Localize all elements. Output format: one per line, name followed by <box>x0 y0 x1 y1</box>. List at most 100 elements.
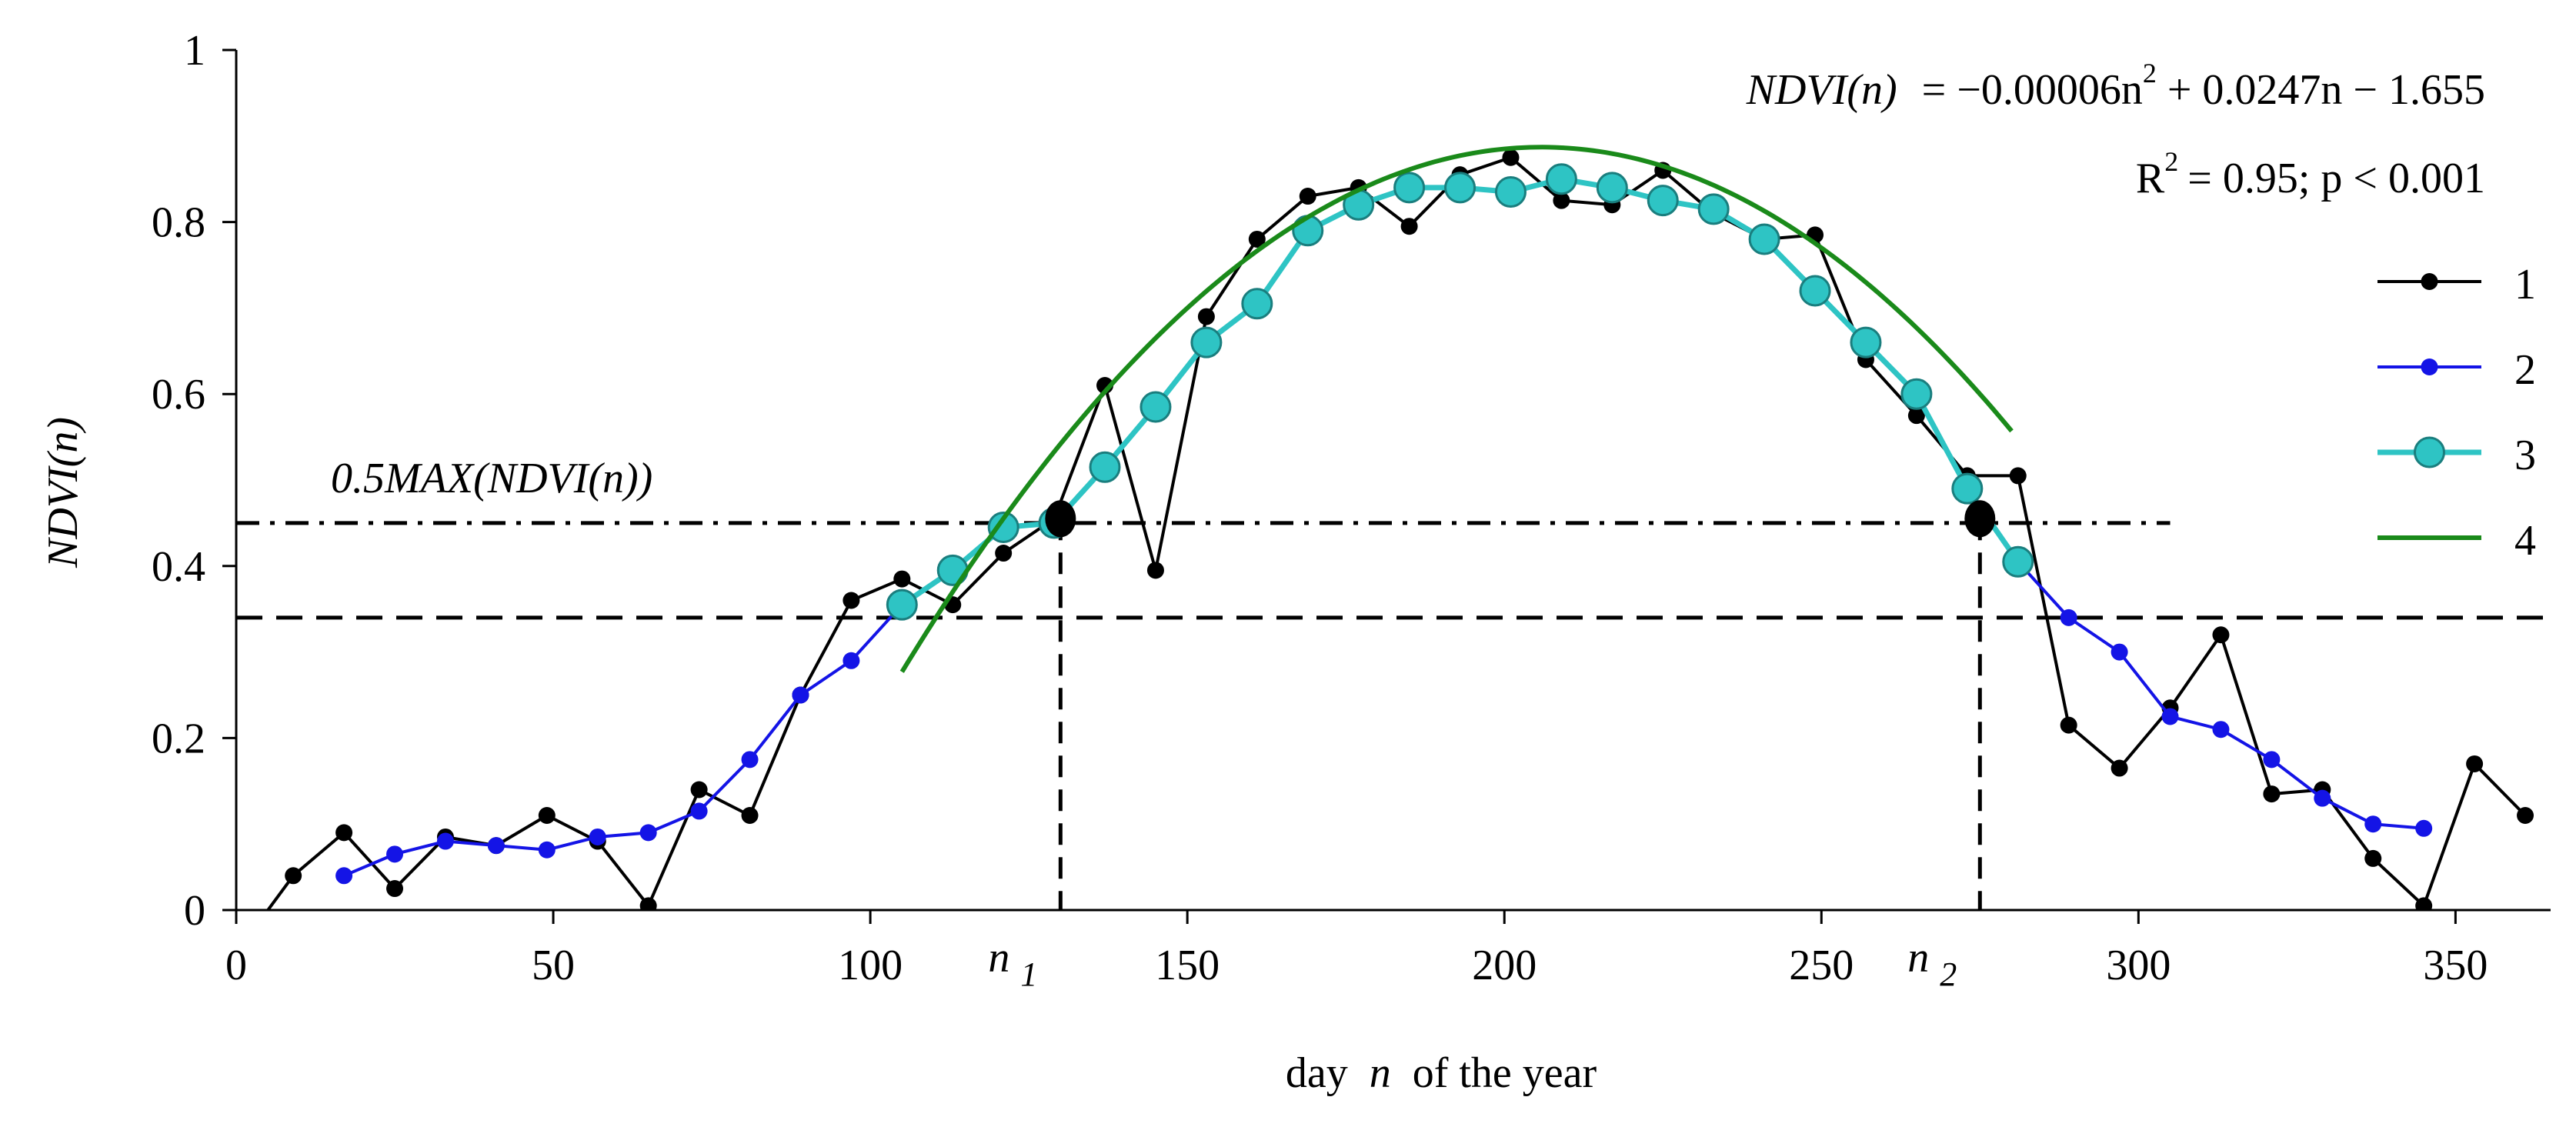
y-tick-label: 1 <box>184 27 205 75</box>
series-3-point <box>1393 172 1426 204</box>
series-3-point <box>1140 391 1172 423</box>
series-3-point <box>1241 288 1273 320</box>
series-2-point <box>2212 721 2230 739</box>
legend-marker-1 <box>2421 273 2438 290</box>
series-2-point <box>792 686 809 704</box>
series-3-point <box>1190 326 1223 358</box>
y-tick-label: 0.4 <box>152 543 205 591</box>
series-2-point <box>690 802 708 820</box>
series-3-point <box>1900 378 1933 410</box>
series-2-point <box>538 841 556 859</box>
x-axis-title-var: n <box>1370 1049 1391 1097</box>
series-1-point <box>2364 849 2382 867</box>
r2-rest: = 0.95; p < 0.001 <box>2187 155 2485 202</box>
series-2-point <box>2161 708 2179 725</box>
n2-label-var: n <box>1907 934 1929 982</box>
n2-label-sub: 2 <box>1940 955 1957 993</box>
n1-point <box>1045 500 1076 538</box>
n2-point <box>1964 500 1996 538</box>
legend-marker-2 <box>2421 358 2438 375</box>
legend-label-1: 1 <box>2514 261 2536 308</box>
series-1-point <box>1146 562 1164 579</box>
x-axis-title-suffix: of the year <box>1413 1049 1597 1097</box>
equation-rhs-b: + 0.0247n − 1.655 <box>2167 66 2485 114</box>
series-4-curve <box>899 145 2014 673</box>
series-3-point <box>1545 163 1577 195</box>
series-2-point <box>589 828 606 845</box>
n1-label-sub: 1 <box>1020 955 1037 993</box>
series-1-point <box>2060 716 2077 734</box>
series-3-line <box>900 176 2020 608</box>
legend-label-2: 2 <box>2514 346 2536 394</box>
series-1 <box>247 148 2534 935</box>
series-1-point <box>2517 807 2534 825</box>
series-3-point <box>1647 185 1679 217</box>
x-tick-label: 50 <box>532 942 575 989</box>
y-tick-label: 0.8 <box>152 199 205 247</box>
series-1-point <box>2212 626 2230 644</box>
series-1-point <box>1502 148 1520 166</box>
series-2-point <box>335 867 353 885</box>
series-1-point <box>893 570 911 588</box>
series-2-point <box>639 824 657 842</box>
series-layer <box>247 145 2534 935</box>
series-2-point <box>2314 789 2331 807</box>
equation-lhs: NDVI(n) <box>1746 66 1897 114</box>
series-2-point <box>2060 609 2077 626</box>
series-2-line <box>2017 560 2424 830</box>
series-2-point <box>2364 815 2382 833</box>
series-2 <box>335 553 2433 885</box>
equation-exp: 2 <box>2143 58 2157 88</box>
legend-label-4: 4 <box>2514 517 2536 565</box>
x-tick-label: 350 <box>2423 942 2488 989</box>
series-3-point <box>2002 545 2034 578</box>
x-axis-title-prefix: day <box>1286 1049 1348 1097</box>
series-2-point <box>741 751 759 769</box>
series-1-point <box>639 897 657 910</box>
series-1-point <box>386 880 404 898</box>
legend-marker-3 <box>2414 436 2445 468</box>
series-2-point <box>386 845 404 863</box>
series-1-point <box>335 824 353 842</box>
series-1-point <box>1248 230 1266 248</box>
y-tick-label: 0 <box>184 887 205 935</box>
series-3-point <box>1089 451 1121 483</box>
series-2-point <box>436 832 454 850</box>
threshold-label: 0.5MAX(NDVI(n)) <box>331 455 652 502</box>
series-3-point <box>886 589 918 621</box>
series-1-point <box>1197 308 1215 325</box>
series-1-point <box>843 592 860 609</box>
series-1-point <box>2009 467 2027 485</box>
series-3-point <box>1951 472 1984 505</box>
series-1-point <box>1299 188 1316 205</box>
series-1-point <box>2415 897 2433 910</box>
series-1-point <box>2263 785 2281 803</box>
y-tick-label: 0.2 <box>152 715 205 762</box>
series-1-point <box>1400 218 1418 235</box>
series-3-point <box>1596 172 1628 204</box>
guide-lines <box>236 518 2551 910</box>
y-axis-title: NDVI(n) <box>39 417 87 569</box>
r2-exp: 2 <box>2164 146 2178 177</box>
n1-label-var: n <box>988 934 1009 982</box>
x-tick-label: 100 <box>838 942 903 989</box>
x-tick-label: 200 <box>1472 942 1537 989</box>
x-tick-label: 250 <box>1789 942 1854 989</box>
y-tick-label: 0.6 <box>152 371 205 418</box>
series-1-point <box>1553 192 1570 209</box>
legend: 1 2 3 4 <box>2377 261 2536 565</box>
series-1-point <box>285 867 302 885</box>
x-tick-label: 0 <box>225 942 247 989</box>
series-4 <box>899 145 2014 673</box>
series-1-point <box>741 807 759 825</box>
series-2-line <box>343 603 903 878</box>
x-tick-label: 150 <box>1155 942 1220 989</box>
series-1-point <box>995 545 1013 562</box>
series-2-point <box>843 652 860 669</box>
series-3-point <box>1444 172 1477 204</box>
series-1-point <box>247 919 264 935</box>
series-1-point <box>1907 407 1925 425</box>
